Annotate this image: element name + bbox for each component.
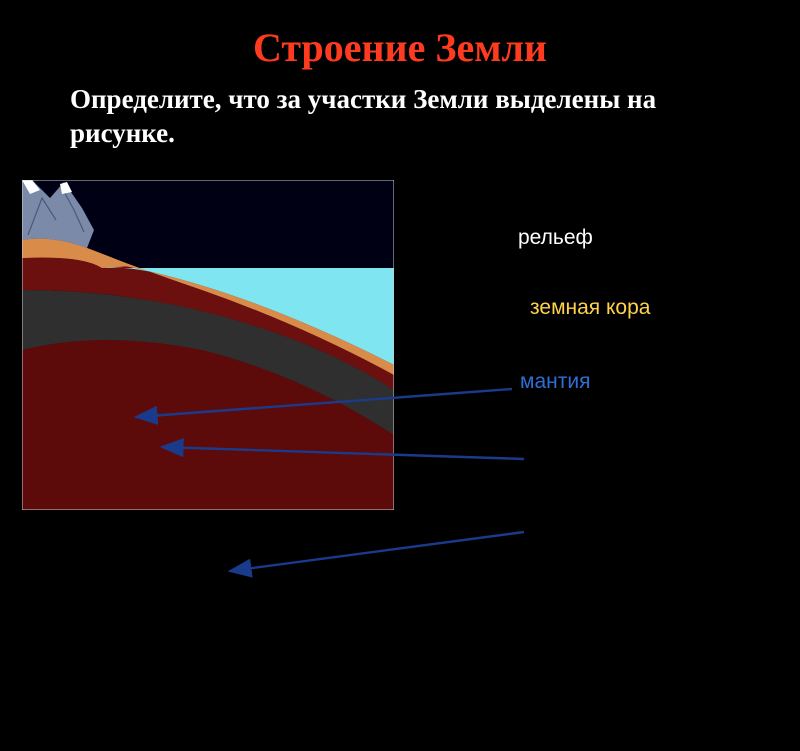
- label-relief: рельеф: [518, 226, 593, 250]
- label-mantle: мантия: [520, 370, 590, 394]
- earth-cross-section-diagram: [22, 180, 394, 510]
- label-crust: земная кора: [530, 296, 650, 320]
- page-title: Строение Земли: [0, 0, 800, 83]
- subtitle: Определите, что за участки Земли выделен…: [0, 83, 800, 151]
- arrow-mantle: [230, 532, 524, 571]
